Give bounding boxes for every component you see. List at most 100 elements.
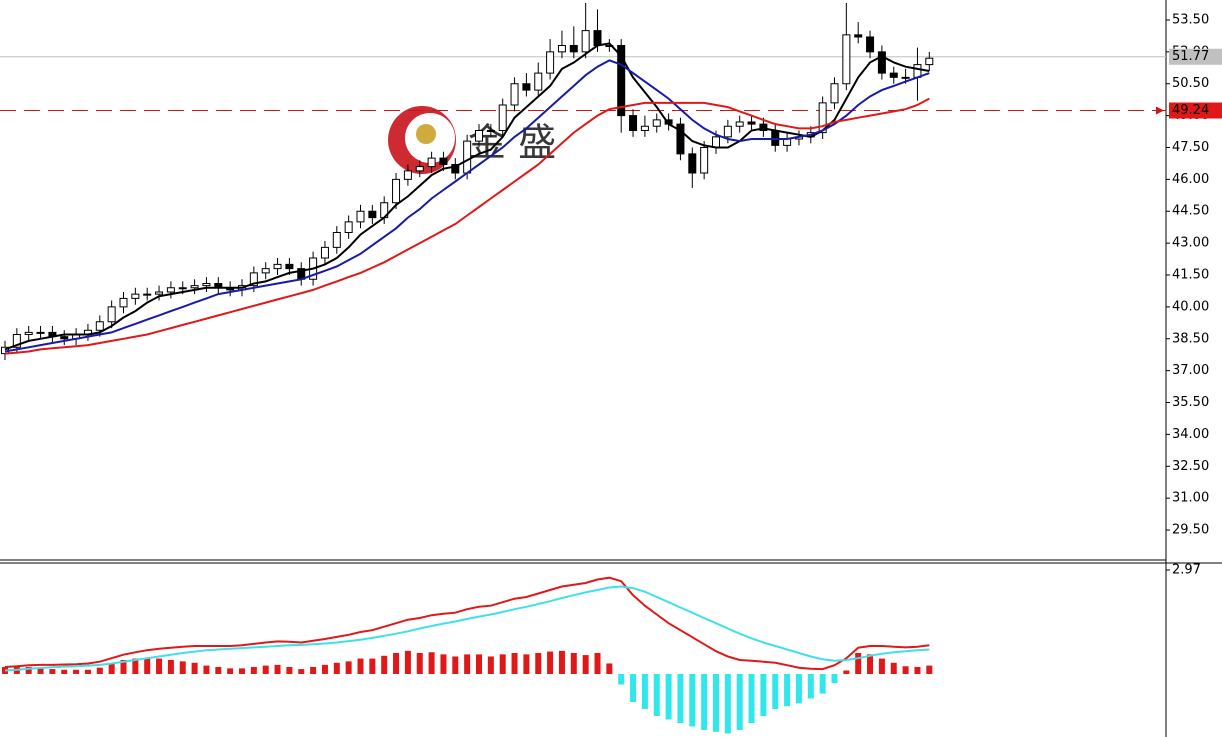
macd-bar (819, 673, 826, 694)
macd-bar (345, 661, 352, 674)
macd-bar (167, 659, 174, 674)
candle-body (486, 129, 495, 132)
alert-arrow (1156, 106, 1164, 115)
candle-body (463, 140, 472, 174)
macd-bar (547, 651, 554, 674)
candle-body (676, 123, 685, 155)
macd-bar (902, 666, 909, 674)
y-tick-label: 50.50 (1172, 76, 1209, 91)
y-tick-label: 41.50 (1172, 268, 1209, 283)
macd-bar (262, 665, 269, 674)
macd-line (4, 576, 930, 671)
macd-bar (274, 664, 281, 674)
y-tick-label: 32.50 (1172, 459, 1209, 474)
macd-bar (428, 652, 435, 674)
macd-bar (179, 661, 186, 674)
y-tick-label: 37.00 (1172, 363, 1209, 378)
candle-body (652, 119, 661, 127)
macd-bar (523, 654, 530, 674)
candle-body (510, 83, 519, 106)
candle-body (593, 30, 602, 46)
macd-bar (665, 673, 672, 720)
macd-bar (49, 669, 56, 674)
candle-body (451, 163, 460, 174)
candle-body (700, 146, 709, 174)
candle-body (320, 246, 329, 259)
macd-bar (215, 666, 222, 674)
candle-body (475, 129, 483, 142)
y-tick-label: 35.50 (1172, 395, 1209, 410)
candle-body (877, 51, 886, 74)
alert-box (1169, 102, 1222, 119)
candle-body (439, 157, 448, 165)
candle-body (854, 34, 863, 38)
macd-bar (286, 666, 293, 674)
macd-bar (878, 658, 885, 674)
last-price-label: 51.77 (1172, 49, 1209, 64)
candle-body (723, 125, 732, 138)
macd-bar (760, 673, 767, 716)
macd-bar (784, 673, 791, 707)
macd-bar (37, 667, 44, 674)
moving-average (4, 42, 930, 351)
candle-body (190, 285, 199, 289)
candle-body (581, 30, 590, 53)
candle-body (392, 178, 401, 204)
macd-bar (890, 662, 897, 674)
macd-bar (203, 665, 210, 674)
y-tick-label: 2.97 (1172, 563, 1201, 578)
candle-body (688, 153, 697, 174)
macd-bar (511, 652, 518, 674)
candle-body (202, 283, 211, 287)
candle-body (119, 297, 128, 308)
candle-body (143, 293, 152, 296)
macd-bar (321, 664, 328, 674)
candle-body (131, 293, 140, 299)
macd-bar (570, 652, 577, 674)
candle-body (155, 291, 164, 295)
macd-bar (641, 673, 648, 709)
macd-bar (132, 658, 139, 674)
macd-bar (558, 650, 565, 674)
macd-bar (239, 668, 245, 674)
macd-bar (689, 673, 696, 727)
candle-body (569, 44, 578, 53)
candle-body (640, 125, 649, 131)
candle-body (818, 102, 827, 134)
moving-average (4, 59, 930, 353)
candle-body (368, 210, 377, 219)
watermark-logo: 金 盛 (388, 106, 556, 174)
logo-sphere (416, 124, 436, 144)
macd-bar (393, 652, 400, 674)
macd-bar (61, 669, 68, 674)
macd-bar (108, 663, 115, 674)
macd-bar (630, 673, 637, 702)
candle-body (498, 104, 507, 131)
candle-body (332, 232, 341, 248)
candle-body (830, 83, 839, 104)
macd-bar (795, 673, 802, 704)
macd-bar (227, 668, 234, 674)
y-tick-label: 38.50 (1172, 331, 1209, 346)
macd-bar (452, 656, 459, 674)
candle-body (415, 166, 424, 172)
macd-bar (73, 669, 80, 674)
macd-bar (867, 654, 874, 674)
candle-body (249, 272, 258, 287)
macd-bar (84, 669, 91, 674)
y-tick-label: 43.00 (1172, 236, 1209, 251)
candle-body (166, 287, 175, 293)
candle-body (107, 306, 116, 323)
y-tick-label: 34.00 (1172, 427, 1209, 442)
macd-bar (120, 659, 127, 674)
macd-bar (464, 654, 471, 674)
macd-bar (926, 665, 933, 674)
macd-bar (369, 658, 376, 674)
candle-body (261, 268, 270, 274)
macd-bar (855, 652, 862, 674)
macd-bar (582, 655, 589, 674)
y-tick-label: 29.50 (1172, 523, 1209, 538)
macd-bar (713, 673, 719, 732)
